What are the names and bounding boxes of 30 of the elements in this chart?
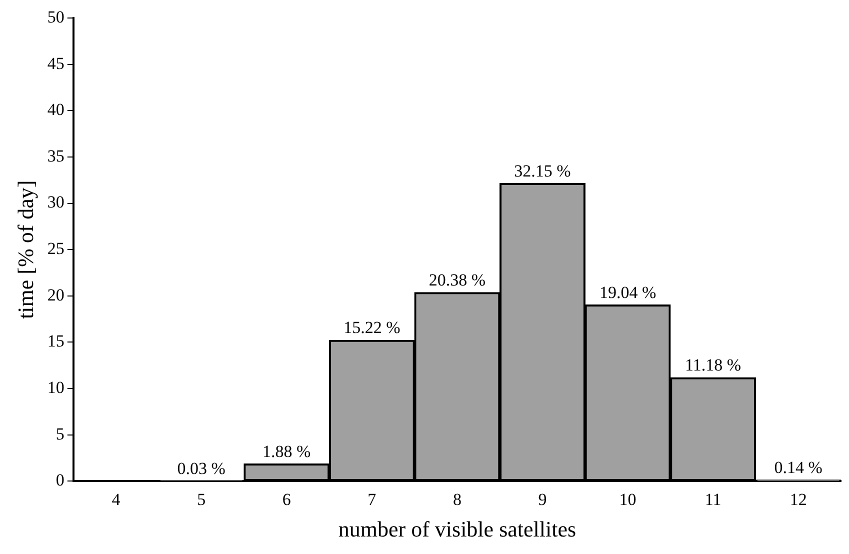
y-tick-label: 0: [56, 470, 64, 490]
data-label: 1.88 %: [262, 442, 311, 461]
y-tick-label: 30: [47, 192, 64, 212]
y-tick-label: 15: [47, 332, 64, 351]
data-label: 19.04 %: [599, 282, 656, 302]
x-tick-label: 9: [538, 490, 547, 509]
data-label: 20.38 %: [428, 270, 486, 290]
data-label: 11.18 %: [685, 356, 742, 375]
x-tick-label: 6: [282, 490, 291, 509]
y-tick-label: 10: [47, 378, 64, 398]
data-label: 15.22 %: [344, 318, 400, 338]
y-tick-label: 35: [47, 146, 64, 166]
x-axis-title: number of visible satellites: [338, 516, 576, 542]
data-label: 32.15 %: [514, 161, 571, 180]
y-tick-label: 50: [47, 7, 64, 26]
x-tick-label: 8: [452, 490, 462, 509]
x-tick-label: 12: [790, 490, 807, 509]
data-label: 0.03 %: [177, 458, 226, 478]
x-tick-label: 10: [619, 490, 636, 509]
data-label: 0.14 %: [774, 458, 822, 477]
y-tick-label: 25: [47, 239, 64, 258]
y-tick-label: 5: [56, 424, 64, 444]
y-tick-label: 40: [47, 100, 64, 120]
y-tick-label: 45: [47, 54, 64, 73]
x-tick-label: 11: [704, 490, 722, 509]
y-tick-label: 20: [47, 285, 64, 304]
x-tick-label: 4: [112, 490, 121, 509]
x-tick-label: 7: [368, 490, 377, 509]
y-axis-title: time [% of day]: [12, 180, 38, 319]
x-tick-label: 5: [197, 490, 206, 509]
